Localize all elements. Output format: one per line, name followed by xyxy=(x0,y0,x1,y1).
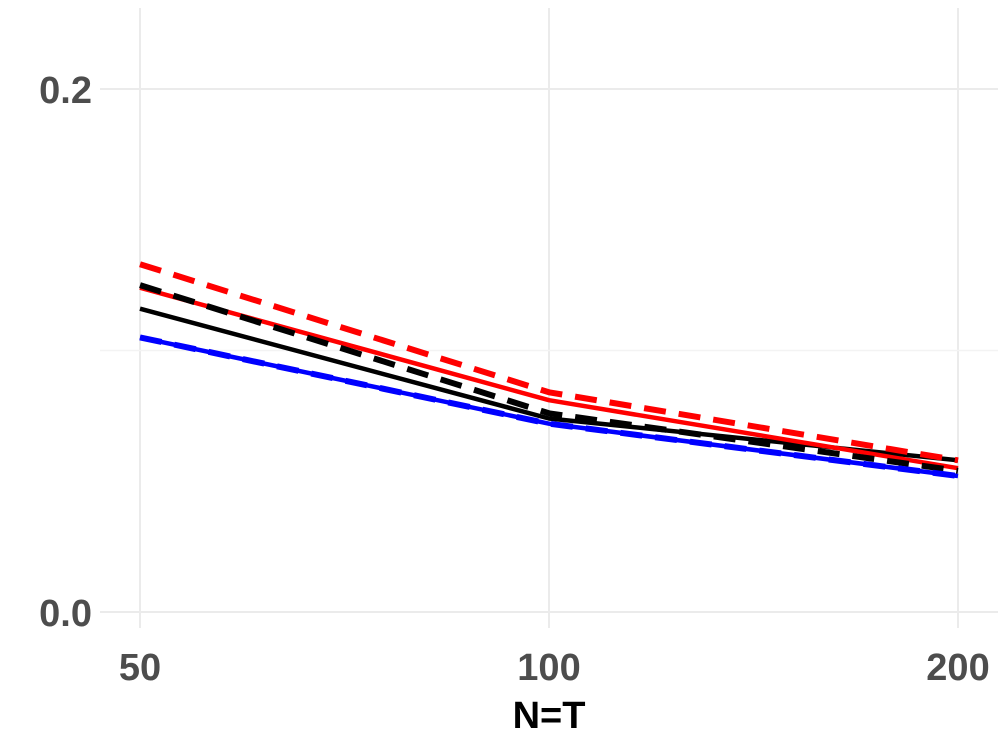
tick-labels: 50 100 200 0.0 0.2 xyxy=(39,70,990,689)
x-axis-title: N=T xyxy=(513,695,586,737)
y-tick-label-0.2: 0.2 xyxy=(39,70,92,112)
x-tick-label-200: 200 xyxy=(926,647,989,689)
series-line-2 xyxy=(139,282,959,474)
grid-lines xyxy=(100,8,998,628)
x-tick-label-50: 50 xyxy=(119,647,161,689)
series-line-6 xyxy=(139,261,959,464)
x-tick-label-100: 100 xyxy=(517,647,580,689)
y-tick-label-0.0: 0.0 xyxy=(39,593,92,635)
series-line-3 xyxy=(139,335,959,479)
series-lines xyxy=(139,261,959,479)
